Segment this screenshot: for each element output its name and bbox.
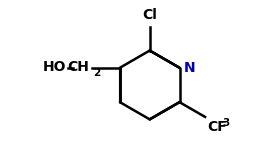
Text: CH: CH [68, 60, 89, 74]
Text: 2: 2 [93, 68, 101, 78]
Text: CF: CF [207, 120, 227, 134]
Text: Cl: Cl [142, 8, 157, 22]
Text: 3: 3 [223, 118, 230, 128]
Text: HO: HO [42, 60, 66, 74]
Text: N: N [183, 61, 195, 75]
